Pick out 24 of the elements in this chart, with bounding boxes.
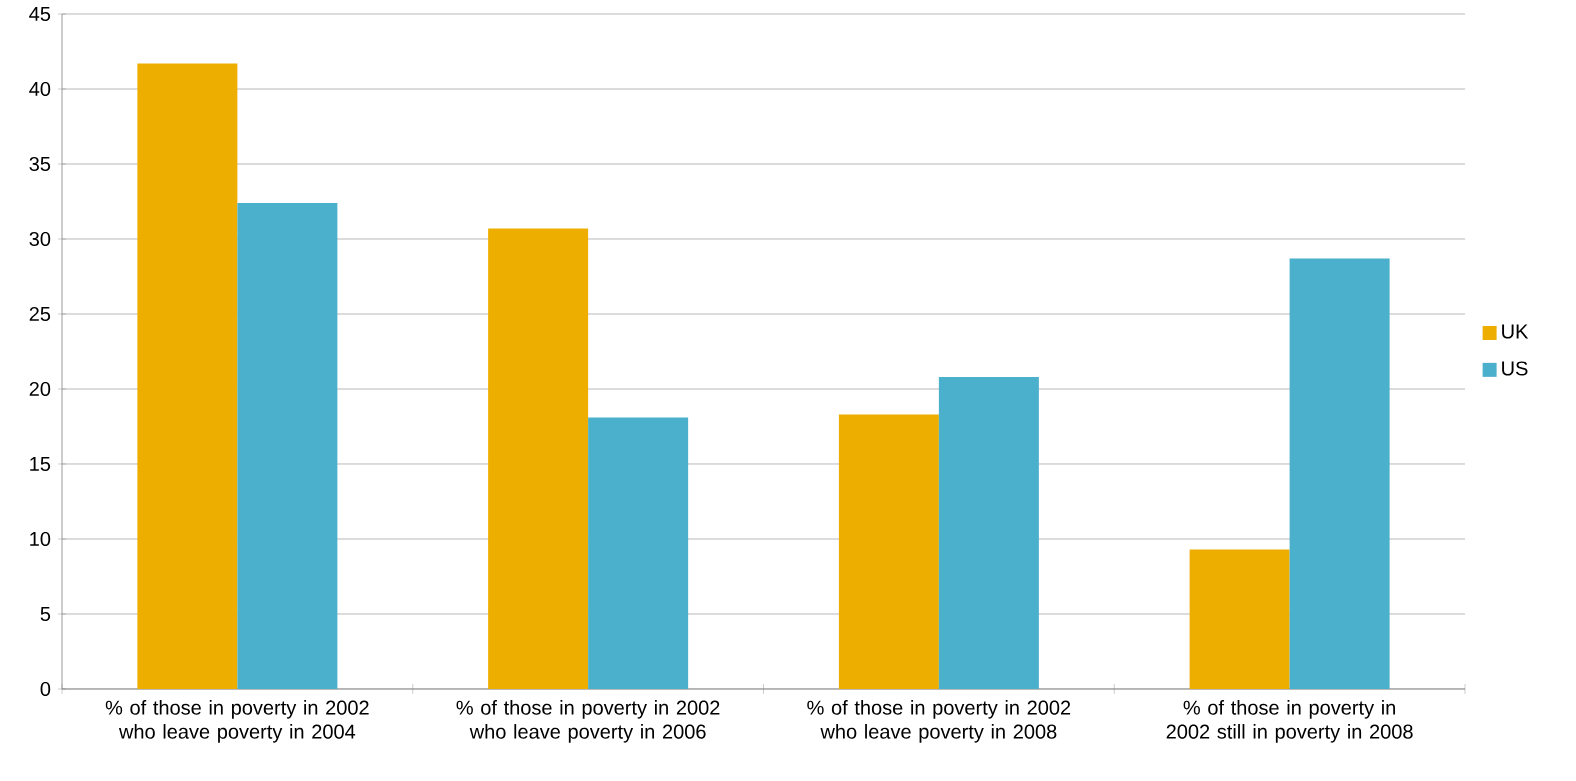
y-tick-label: 15 [30, 457, 51, 471]
bar [237, 202, 338, 689]
bar [588, 417, 689, 689]
x-tick-label: % of those in poverty in 2002 who leave poverty in 2008 [807, 700, 1071, 743]
y-tick-label: 25 [29, 306, 51, 322]
x-tick-label: % of those in poverty in 2002 who leave poverty in 2006 [456, 700, 720, 743]
x-tick-label: % of those in poverty in 2002 who leave poverty in 2004 [105, 700, 369, 743]
y-tick-label: 5 [40, 607, 51, 621]
legend-label: US [1502, 361, 1528, 376]
x-tick-label: % of those in poverty in 2002 still in poverty in 2008 [1166, 700, 1413, 743]
bar [1189, 549, 1290, 689]
y-tick-label: 0 [40, 681, 51, 697]
y-tick-label: 35 [29, 156, 51, 172]
bar [488, 228, 589, 689]
y-tick-label: 20 [29, 381, 51, 397]
legend-label: UK [1502, 324, 1529, 339]
y-tick-label: 10 [30, 531, 51, 547]
y-tick-label: 30 [29, 231, 51, 247]
y-tick-label: 45 [29, 7, 51, 21]
y-tick-label: 40 [29, 81, 51, 97]
bar [137, 63, 238, 689]
bar [838, 414, 939, 689]
bar [938, 376, 1039, 689]
bar [1289, 258, 1390, 689]
